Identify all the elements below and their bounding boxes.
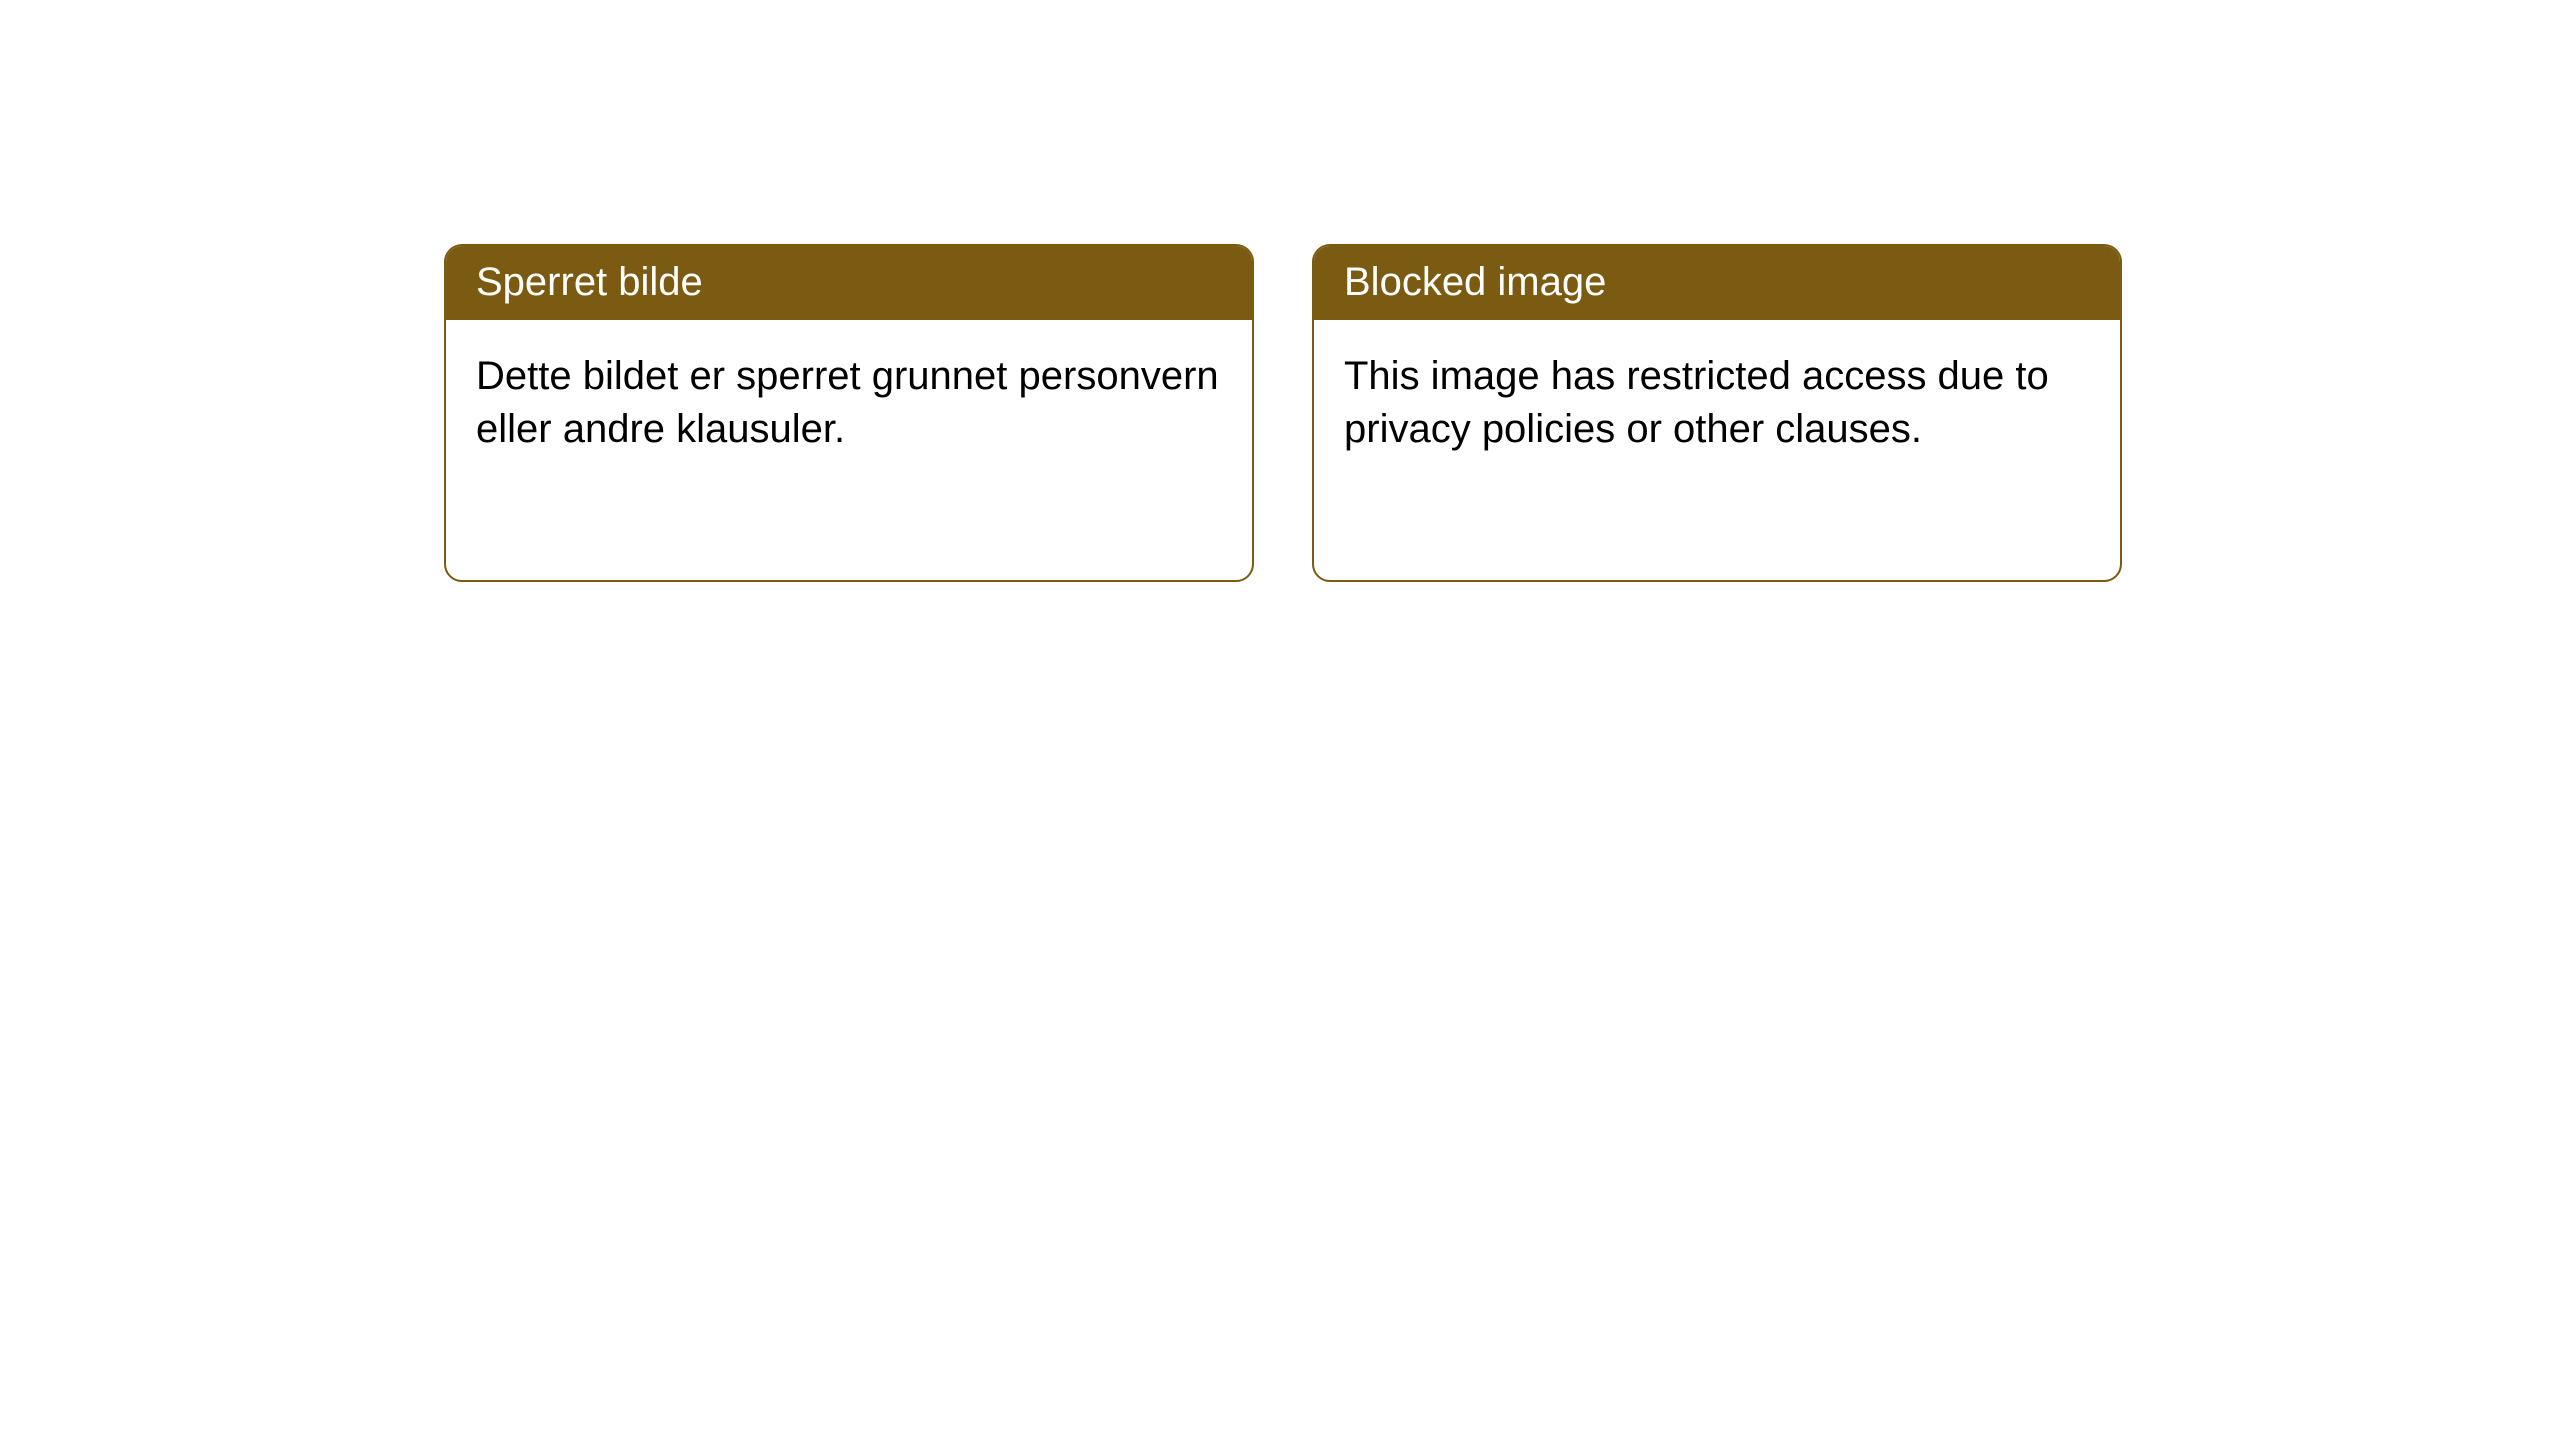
notice-card-no: Sperret bilde Dette bildet er sperret gr… [444,244,1254,582]
notice-title-no: Sperret bilde [446,246,1252,320]
notice-title-en: Blocked image [1314,246,2120,320]
notice-body-en: This image has restricted access due to … [1314,320,2120,486]
notice-container: Sperret bilde Dette bildet er sperret gr… [0,0,2560,582]
notice-body-no: Dette bildet er sperret grunnet personve… [446,320,1252,486]
notice-card-en: Blocked image This image has restricted … [1312,244,2122,582]
